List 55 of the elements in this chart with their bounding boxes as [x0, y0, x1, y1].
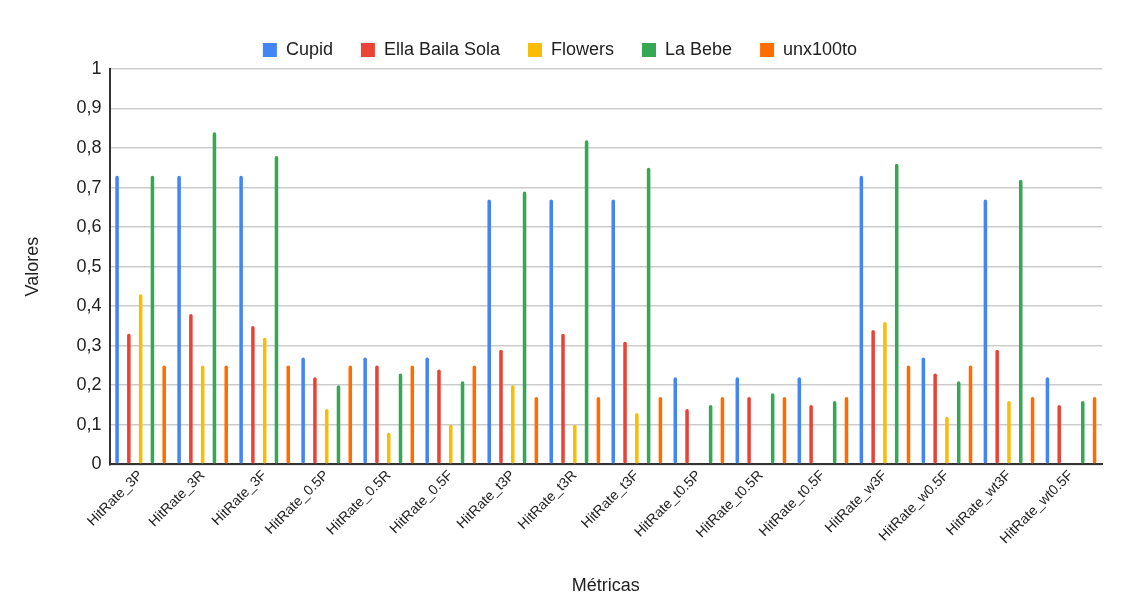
- bar: [127, 333, 131, 464]
- y-tick-label: 0,6: [76, 216, 102, 237]
- y-tick-label: 0,5: [76, 255, 102, 276]
- bar: [448, 424, 453, 464]
- bar: [1057, 405, 1061, 464]
- legend-label: La Bebe: [664, 38, 733, 59]
- bar: [995, 349, 999, 464]
- bar: [1081, 401, 1085, 464]
- bar: [224, 365, 228, 464]
- bar: [573, 424, 577, 464]
- bar: [549, 199, 553, 464]
- bar: [437, 369, 441, 464]
- y-tick-label: 0,4: [76, 295, 102, 316]
- bar: [286, 365, 291, 464]
- bar: [883, 321, 887, 464]
- bar: [611, 199, 616, 464]
- bar: [809, 405, 813, 464]
- bar: [425, 357, 429, 464]
- legend-label: Cupid: [285, 38, 333, 59]
- bar: [162, 365, 166, 464]
- legend-label: Flowers: [550, 38, 614, 59]
- y-tick-label: 0,1: [76, 413, 102, 434]
- bar: [747, 397, 751, 464]
- y-axis-title: Valores: [21, 236, 42, 297]
- bar: [871, 329, 875, 464]
- legend-label: Ella Baila Sola: [383, 38, 501, 59]
- bar: [511, 385, 515, 464]
- bar: [623, 341, 627, 464]
- bar: [375, 365, 379, 464]
- bar: [301, 357, 305, 464]
- bar: [1018, 179, 1023, 464]
- bar: [363, 357, 367, 464]
- bar: [251, 325, 255, 464]
- bar: [499, 349, 503, 464]
- bar: [239, 175, 243, 464]
- y-tick-label: 0,7: [76, 176, 102, 197]
- y-tick-label: 0,3: [76, 334, 102, 355]
- bar: [189, 314, 193, 464]
- bar: [487, 199, 491, 464]
- y-tick-label: 0,2: [76, 374, 102, 395]
- bar: [685, 408, 689, 464]
- bar: [313, 377, 317, 464]
- bar: [933, 373, 937, 464]
- y-tick-label: 0: [91, 453, 102, 474]
- y-tick-label: 0,8: [76, 137, 102, 158]
- bar: [1007, 401, 1011, 464]
- x-axis-title: Métricas: [571, 575, 640, 596]
- bar: [115, 175, 119, 464]
- bar: [945, 416, 949, 464]
- bar: [177, 175, 181, 464]
- bar: [561, 333, 565, 464]
- y-tick-label: 0,9: [76, 97, 102, 118]
- legend-label: unx100to: [783, 38, 858, 59]
- bar: [635, 412, 639, 464]
- y-tick-label: 1: [91, 57, 102, 78]
